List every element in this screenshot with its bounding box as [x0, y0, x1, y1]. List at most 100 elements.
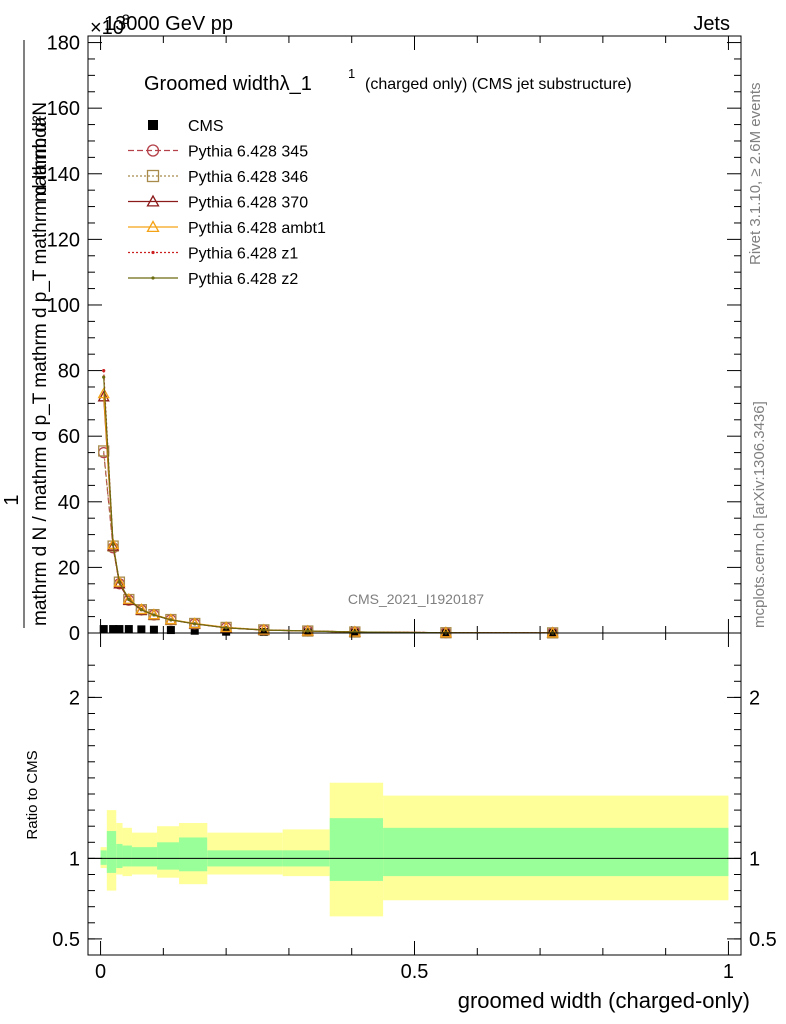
rivet-label: Rivet 3.1.10, ≥ 2.6M events [747, 83, 764, 266]
legend-marker [151, 250, 155, 255]
title-main: Groomed widthλ_1 [144, 73, 312, 95]
legend-label: Pythia 6.428 370 [188, 195, 308, 212]
series-point [107, 539, 120, 551]
top-axis-ticks: 0 20 40 60 80 100 120 140 160 180 [47, 33, 741, 645]
legend-marker [146, 220, 160, 233]
ratio-ytick-label: 1 [69, 848, 80, 870]
ratio-panel-frame [87, 632, 742, 956]
ratio-bands-layer [100, 782, 729, 917]
series-point [98, 445, 110, 457]
series-point [113, 575, 126, 587]
series-point [117, 580, 121, 584]
legend-entry: Pythia 6.428 ambt1 [128, 220, 326, 237]
legend-marker [146, 144, 160, 157]
legend-marker [146, 169, 160, 183]
top-ytick-label: 20 [58, 557, 80, 579]
ratio-ytick-label: 2 [69, 687, 80, 709]
ratio-band-inner [179, 837, 208, 872]
series-point [113, 577, 126, 589]
legend-entry: Pythia 6.428 346 [128, 169, 308, 186]
top-series-layer [97, 368, 559, 639]
ratio-ytick-label: 0.5 [52, 929, 80, 951]
ratio-band-inner [122, 845, 132, 867]
series-line [103, 377, 553, 634]
xlabel: groomed width (charged-only) [458, 988, 750, 1013]
top-ytick-label: 160 [47, 98, 80, 120]
legend-entry: CMS [148, 118, 224, 135]
legend-label: Pythia 6.428 345 [188, 144, 308, 161]
ratio-ytick-label-right: 1 [749, 848, 760, 870]
ratio-band-inner [329, 818, 384, 881]
ratio-ytick-label-right: 2 [749, 687, 760, 709]
cms-point [109, 625, 118, 634]
title-sub: (charged only) (CMS jet substructure) [365, 76, 632, 93]
legend-entry: Pythia 6.428 z1 [128, 246, 298, 263]
legend-label: Pythia 6.428 346 [188, 169, 308, 186]
series-point [127, 597, 131, 602]
top-ytick-label: 60 [58, 426, 80, 448]
ratio-band-inner [383, 827, 729, 877]
series-line [103, 396, 553, 634]
series-point [107, 538, 120, 550]
ylabel-top: mathrm d²N [30, 102, 51, 202]
ylabel-numerator: 1 [1, 494, 23, 505]
series-4 [97, 387, 559, 638]
chart-title: Groomed widthλ_1 1 (charged only) (CMS j… [144, 66, 632, 95]
cms-point [124, 625, 133, 634]
ratio-ytick-label-right: 0.5 [749, 929, 777, 951]
top-ytick-label: 180 [47, 33, 80, 55]
cms-point [99, 625, 108, 634]
top-ylabel: 1 mathrm d N / mathrm d p_T mathrm d p_T… [1, 40, 51, 628]
series-point [224, 626, 228, 630]
exponent-base: ×10 [90, 17, 124, 39]
series-5 [102, 368, 555, 635]
legend-label: Pythia 6.428 ambt1 [188, 220, 326, 237]
series-point [139, 608, 143, 612]
header-right: Jets [693, 13, 730, 35]
ratio-axis-ticks: 0.5 0.5 1 1 2 2 0 0.5 1 [52, 633, 777, 983]
series-3 [97, 390, 559, 638]
legend-marker [151, 276, 155, 280]
series-line [103, 393, 553, 634]
series-1 [98, 446, 559, 639]
top-ytick-label: 80 [58, 361, 80, 383]
cms-point [137, 625, 146, 634]
series-point [169, 618, 173, 622]
series-point [306, 629, 310, 633]
top-ytick-label: 40 [58, 492, 80, 514]
legend-label: Pythia 6.428 z2 [188, 271, 298, 288]
analysis-watermark: CMS_2021_I1920187 [348, 591, 484, 607]
series-point [111, 542, 115, 547]
series-line [103, 452, 553, 634]
series-2 [98, 445, 559, 639]
exponent-label: ×10 3 [90, 11, 130, 39]
xtick-label: 1 [723, 961, 734, 983]
cms-point [166, 626, 175, 635]
ratio-band-inner [116, 843, 123, 869]
legend-marker [148, 120, 158, 130]
series-line [103, 450, 553, 634]
cms-point [149, 625, 158, 634]
ratio-band-inner [106, 831, 117, 873]
exponent-power: 3 [122, 11, 130, 27]
legend-entry: Pythia 6.428 370 [128, 195, 308, 212]
legend-entry: Pythia 6.428 z2 [128, 271, 298, 288]
series-point [102, 368, 106, 373]
cms-point [115, 625, 124, 634]
series-point [152, 613, 156, 617]
ratio-band-inner [157, 842, 180, 870]
cms-point [190, 626, 199, 635]
mcplots-label: mcplots.cern.ch [arXiv:1306.3436] [751, 401, 768, 628]
series-point [97, 387, 110, 399]
top-ytick-label: 0 [69, 623, 80, 645]
series-point [102, 375, 106, 379]
legend-marker [146, 194, 160, 207]
top-ytick-label: 120 [47, 229, 80, 251]
top-ytick-label: 140 [47, 164, 80, 186]
top-ytick-label: 100 [47, 295, 80, 317]
series-point [193, 622, 197, 626]
title-sup: 1 [348, 66, 355, 81]
series-point [262, 628, 266, 632]
legend: CMS Pythia 6.428 345 Pythia 6.428 346 Pythi… [128, 118, 326, 288]
